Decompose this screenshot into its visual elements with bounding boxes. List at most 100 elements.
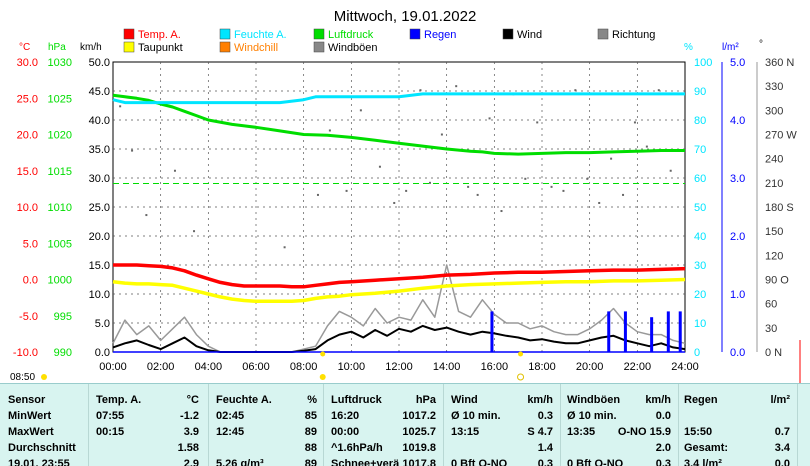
direction-point	[359, 109, 362, 112]
table-row-cell: 0.3	[655, 458, 671, 466]
direction-point	[645, 145, 648, 148]
series-line-windb-en	[112, 264, 686, 353]
table-row-cell: 3.4 l/m²	[684, 458, 722, 466]
sunrise-icon	[41, 374, 47, 380]
legend-label: Windchill	[234, 42, 278, 54]
direction-point	[610, 157, 613, 160]
x-tick-label: 24:00	[671, 361, 699, 373]
direction-point	[669, 169, 672, 172]
humidity-tick-label: 70	[694, 144, 706, 156]
series-line-luftdruck	[112, 93, 685, 156]
humidity-tick-label: 40	[694, 231, 706, 243]
table-row-cell: Ø 10 min.	[567, 410, 617, 422]
wind-tick-label: 35.0	[89, 144, 110, 156]
direction-tick-label: 180 S	[765, 202, 794, 214]
x-tick-label: 18:00	[528, 361, 556, 373]
humidity-tick-label: 50	[694, 202, 706, 214]
table-row-cell: 16:20	[331, 410, 360, 422]
pressure-tick-label: 1010	[48, 202, 72, 214]
rain-tick-label: 4.0	[730, 115, 745, 127]
table-row-cell: 0.7	[774, 426, 790, 438]
legend-swatch	[313, 28, 325, 40]
direction-point	[405, 189, 408, 192]
table-header-cell: °C	[186, 394, 199, 406]
x-tick-label: 04:00	[195, 361, 223, 373]
wind-tick-label: 30.0	[89, 173, 110, 185]
direction-point	[393, 201, 396, 204]
legend-label: Wind	[517, 29, 542, 41]
table-row-cell: MinWert	[8, 410, 52, 422]
humidity-tick-label: 30	[694, 260, 706, 272]
table-row-cell: 0.3	[537, 410, 553, 422]
pressure-tick-label: 990	[54, 347, 72, 359]
wind-axis-title: km/h	[80, 42, 102, 53]
table-row-cell: 02:45	[216, 410, 245, 422]
x-tick-label: 06:00	[242, 361, 270, 373]
temp-tick-label: 0.0	[23, 275, 38, 287]
humidity-tick-label: 60	[694, 173, 706, 185]
legend-label: Regen	[424, 29, 456, 41]
direction-point	[550, 185, 553, 188]
table-row: 19.01. 23:55 2.9 5.26 g/m³ 89 Schnee+verä 101…	[0, 458, 810, 466]
wind-tick-label: 0.0	[95, 347, 110, 359]
table-header-cell: Sensor	[8, 394, 46, 406]
direction-tick-label: 150	[765, 226, 783, 238]
x-tick-label: 10:00	[338, 361, 366, 373]
direction-point	[524, 177, 527, 180]
humidity-tick-label: 20	[694, 289, 706, 301]
rain-tick-label: 5.0	[730, 57, 745, 69]
table-row-cell: 3.9	[183, 426, 199, 438]
x-tick-label: 22:00	[624, 361, 652, 373]
table-row-cell: 0.0	[774, 458, 790, 466]
pressure-tick-label: 1020	[48, 130, 72, 142]
temp-tick-label: 25.0	[17, 93, 38, 105]
direction-point	[328, 129, 331, 132]
table-header-cell: Feuchte A.	[216, 394, 272, 406]
pressure-tick-label: 1000	[48, 275, 72, 287]
pressure-tick-label: 1025	[48, 93, 72, 105]
table-row-cell: 1017.8	[402, 458, 436, 466]
legend-label: Temp. A.	[138, 29, 181, 41]
direction-point	[131, 149, 134, 152]
series-line-taupunkt	[112, 277, 686, 304]
series-line-temp-a-	[113, 263, 686, 289]
rain-bar	[607, 311, 611, 352]
wind-tick-label: 10.0	[89, 289, 110, 301]
direction-point	[467, 185, 470, 188]
table-row-cell: 89	[304, 426, 317, 438]
direction-point	[145, 214, 148, 217]
legend-label: Windböen	[328, 42, 378, 54]
direction-point	[455, 85, 458, 88]
sunset-icon	[517, 373, 525, 381]
table-row-cell: MaxWert	[8, 426, 54, 438]
table-row-cell: 13:15	[451, 426, 480, 438]
table-row-cell: 12:45	[216, 426, 245, 438]
x-tick-label: 00:00	[99, 361, 127, 373]
plot-area	[41, 85, 801, 383]
direction-point	[586, 177, 589, 180]
rain-bar	[623, 311, 627, 352]
direction-point	[428, 181, 431, 184]
table-row: Durchschnitt 1.58 88 ^1.6hPa/h 1019.8 1.4 2.0 G…	[0, 442, 810, 458]
table-row-cell: -1.2	[180, 410, 199, 422]
rain-tick-label: 3.0	[730, 173, 745, 185]
wind-tick-label: 5.0	[95, 318, 110, 330]
rain-bar	[650, 317, 654, 352]
legend-swatch	[502, 28, 514, 40]
humidity-tick-label: 80	[694, 115, 706, 127]
table-row-cell: ^1.6hPa/h	[331, 442, 383, 454]
direction-point	[419, 89, 422, 92]
direction-point	[378, 165, 381, 168]
wind-tick-label: 40.0	[89, 115, 110, 127]
rain-axis-title: l/m²	[722, 42, 739, 53]
table-row-cell: 2.0	[655, 442, 671, 454]
direction-point	[316, 193, 319, 196]
table-row: MaxWert 00:15 3.9 12:45 89 00:00 1025.7 13:15 S …	[0, 426, 810, 442]
humidity-tick-label: 0	[694, 347, 700, 359]
x-tick-label: 02:00	[147, 361, 175, 373]
rain-bar	[678, 311, 682, 352]
legend-label: Taupunkt	[138, 42, 183, 54]
table-row-cell: 85	[304, 410, 317, 422]
table-header: Sensor Temp. A. °C Feuchte A.% Luftdruck hPa W…	[0, 394, 810, 410]
legend-swatch	[597, 28, 609, 40]
